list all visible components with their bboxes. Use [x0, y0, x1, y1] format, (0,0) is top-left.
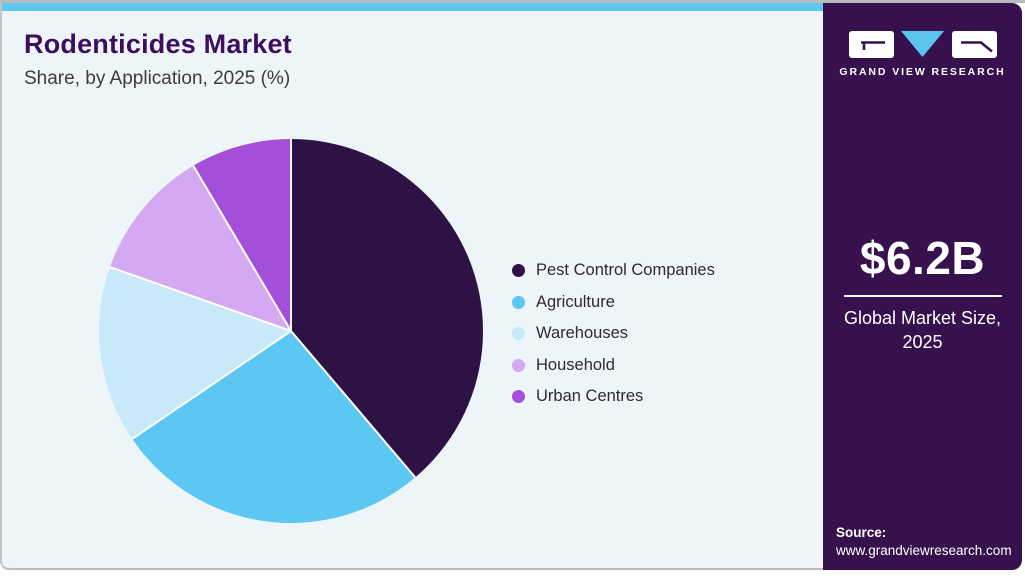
- legend-label: Pest Control Companies: [536, 261, 715, 280]
- pie-circle: [99, 139, 483, 523]
- chart-legend: Pest Control Companies Agriculture Warehou…: [512, 255, 715, 413]
- slice-separator: [109, 266, 292, 332]
- market-size-value: $6.2B: [859, 232, 986, 284]
- slice-separator: [290, 330, 416, 479]
- gvr-logo: GRAND VIEW RESEARCH: [823, 29, 1022, 78]
- legend-dot-icon: [512, 264, 525, 278]
- legend-label: Warehouses: [536, 324, 629, 343]
- page-title: Rodenticides Market: [24, 29, 292, 59]
- gvr-logo-icon: [848, 31, 997, 58]
- divider-line: [843, 295, 1002, 297]
- top-hairline: [0, 0, 1025, 3]
- slice-separator: [192, 165, 292, 332]
- legend-item: Pest Control Companies: [512, 255, 715, 287]
- slice-separator: [290, 139, 292, 331]
- market-size-label: Global Market Size, 2025: [823, 306, 1022, 354]
- chart-panel: Rodenticides Market Share, by Applicatio…: [0, 3, 823, 570]
- logo-text: GRAND VIEW RESEARCH: [839, 66, 1006, 78]
- legend-dot-icon: [512, 295, 525, 309]
- legend-item: Warehouses: [512, 318, 715, 350]
- market-size-label-line2: 2025: [902, 332, 943, 352]
- legend-dot-icon: [512, 358, 525, 372]
- legend-dot-icon: [512, 327, 525, 341]
- legend-label: Urban Centres: [536, 387, 644, 406]
- accent-bar: [2, 3, 823, 11]
- page-subtitle: Share, by Application, 2025 (%): [24, 68, 291, 89]
- legend-item: Household: [512, 350, 715, 382]
- brand-sidebar: GRAND VIEW RESEARCH $6.2B Global Market …: [823, 3, 1022, 570]
- market-size-label-line1: Global Market Size,: [843, 308, 1002, 328]
- slice-separator: [131, 330, 292, 440]
- pie-chart: [99, 139, 483, 523]
- legend-dot-icon: [512, 390, 525, 404]
- legend-item: Agriculture: [512, 287, 715, 319]
- legend-label: Household: [536, 355, 615, 374]
- source-block: Source: www.grandviewresearch.com: [836, 525, 1012, 558]
- market-size-block: $6.2B Global Market Size, 2025: [823, 231, 1022, 354]
- header: Rodenticides Market Share, by Applicatio…: [24, 29, 292, 90]
- source-url: www.grandviewresearch.com: [836, 543, 1012, 558]
- legend-item: Urban Centres: [512, 381, 715, 413]
- source-label: Source:: [836, 525, 887, 540]
- legend-label: Agriculture: [536, 292, 615, 311]
